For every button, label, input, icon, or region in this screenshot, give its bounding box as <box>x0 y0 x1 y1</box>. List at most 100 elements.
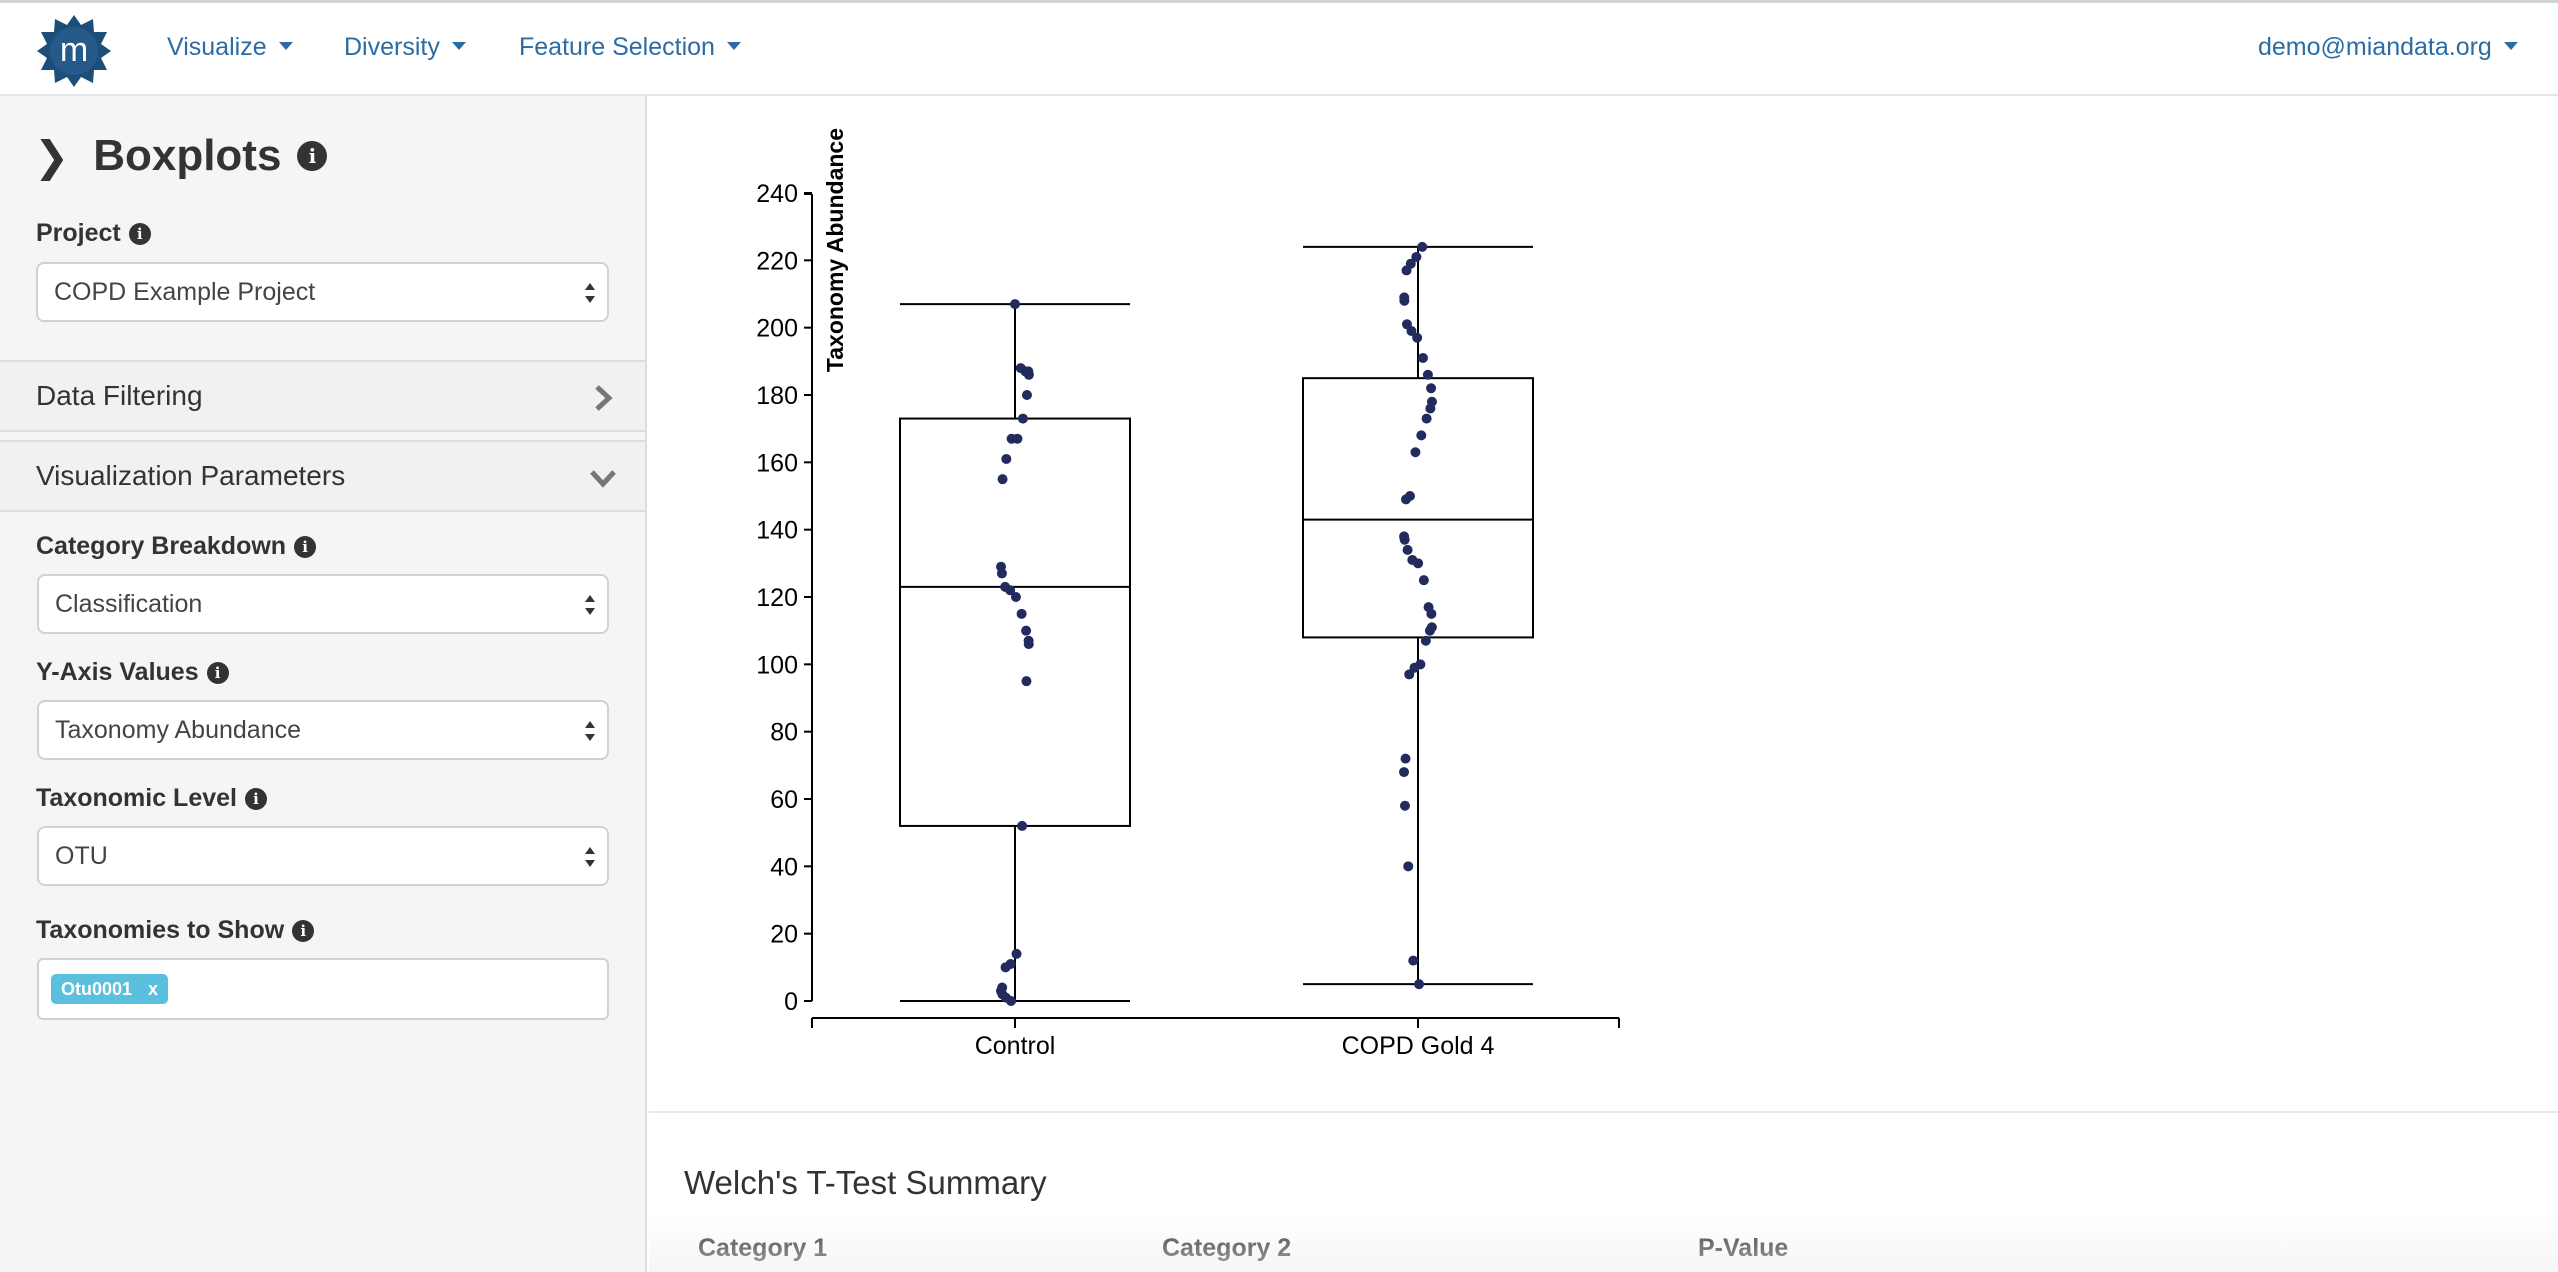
box <box>1302 377 1534 639</box>
data-point <box>1005 585 1016 596</box>
visualization-parameters-panel[interactable]: Visualization Parameters <box>0 440 645 512</box>
y-axis-values-select[interactable]: Taxonomy Abundance <box>37 700 609 760</box>
data-point <box>1410 447 1421 458</box>
y-tick-label: 20 <box>770 921 798 949</box>
box <box>899 417 1131 827</box>
data-point <box>1408 955 1419 966</box>
y-tick-label: 40 <box>770 853 798 881</box>
chevron-down-icon <box>590 470 616 488</box>
data-point <box>1417 241 1428 252</box>
info-icon[interactable]: i <box>128 223 151 246</box>
data-point <box>1426 383 1437 394</box>
nav-diversity[interactable]: Diversity <box>344 33 466 62</box>
data-point <box>1021 625 1032 636</box>
data-point <box>1414 979 1425 990</box>
data-point <box>1006 996 1017 1006</box>
y-tick-label: 240 <box>756 180 798 208</box>
taxonomic-level-select[interactable]: OTU <box>37 826 609 886</box>
info-icon[interactable]: i <box>292 920 315 943</box>
data-point <box>1010 299 1020 310</box>
data-filtering-panel[interactable]: Data Filtering <box>0 360 645 432</box>
svg-text:m: m <box>60 31 88 69</box>
select-arrows-icon <box>585 721 595 741</box>
boxplot-chart: 0 20 40 60 80 100 120 140 160 180 200 220 240 Taxonom… <box>756 128 1620 1060</box>
data-point <box>1023 639 1034 650</box>
nav-visualize[interactable]: Visualize <box>167 33 293 62</box>
data-point <box>1402 544 1413 555</box>
data-point <box>1418 575 1429 586</box>
data-point <box>1011 948 1022 959</box>
caret-down-icon <box>451 42 466 51</box>
caret-down-icon <box>278 42 293 51</box>
mian-logo[interactable]: m <box>36 13 112 89</box>
sidebar: ❯ Boxplots i Project i COPD Example Proje… <box>0 96 647 1272</box>
info-icon[interactable]: i <box>206 662 229 685</box>
y-tick-label: 200 <box>756 315 798 343</box>
data-point <box>1426 608 1437 619</box>
remove-tag-icon[interactable]: x <box>148 978 159 999</box>
y-axis-values-label: Y-Axis Values i <box>36 658 229 687</box>
data-point <box>1400 753 1411 764</box>
y-tick-label: 100 <box>756 651 798 679</box>
project-label: Project i <box>36 219 151 248</box>
x-tick-label: Control <box>975 1032 1056 1060</box>
data-point <box>1010 592 1021 602</box>
chevron-right-icon[interactable]: ❯ <box>34 132 70 180</box>
select-arrows-icon <box>585 283 595 303</box>
user-menu[interactable]: demo@miandata.org <box>2258 33 2518 62</box>
taxonomies-to-show-label: Taxonomies to Show i <box>36 916 315 945</box>
category-breakdown-label: Category Breakdown i <box>36 532 317 561</box>
y-axis-label: Taxonomy Abundance <box>822 128 848 372</box>
select-arrows-icon <box>585 847 595 867</box>
nav-feature-selection[interactable]: Feature Selection <box>519 33 741 62</box>
top-navbar: m Visualize Diversity Feature Selection … <box>0 0 2558 96</box>
main-content: 0 20 40 60 80 100 120 140 160 180 200 220 240 Taxonom… <box>649 96 2558 1272</box>
y-tick-label: 80 <box>770 719 798 747</box>
y-tick-label: 60 <box>770 786 798 814</box>
data-point <box>1409 662 1420 673</box>
chevron-right-icon <box>595 385 613 411</box>
ttest-header-category1: Category 1 <box>698 1234 828 1262</box>
taxonomies-to-show-input[interactable]: Otu0001 x <box>37 958 609 1020</box>
data-point <box>1406 326 1417 337</box>
x-tick-label: COPD Gold 4 <box>1342 1032 1495 1060</box>
data-point <box>1424 625 1435 636</box>
data-point <box>1412 332 1423 343</box>
y-tick-label: 140 <box>756 517 798 545</box>
info-icon[interactable]: i <box>297 141 328 171</box>
data-point <box>1403 861 1414 872</box>
data-point <box>997 474 1008 485</box>
info-icon[interactable]: i <box>245 788 267 811</box>
select-arrows-icon <box>585 595 595 615</box>
data-point <box>1411 251 1422 262</box>
y-tick-label: 220 <box>756 247 798 275</box>
data-point <box>1404 669 1415 680</box>
data-point <box>1425 403 1436 414</box>
data-point <box>1017 820 1028 831</box>
data-point <box>1413 558 1424 569</box>
page-title: Boxplots <box>93 131 282 180</box>
caret-down-icon <box>2503 42 2518 51</box>
section-divider <box>649 1111 2558 1113</box>
data-point <box>1016 608 1027 619</box>
data-point <box>1399 534 1410 545</box>
y-tick-label: 180 <box>756 382 798 410</box>
ttest-header-pvalue: P-Value <box>1698 1234 1789 1262</box>
info-icon[interactable]: i <box>294 536 317 559</box>
data-point <box>1400 494 1411 505</box>
data-point <box>1023 369 1034 380</box>
ttest-header-category2: Category 2 <box>1162 1234 1292 1262</box>
project-select[interactable]: COPD Example Project <box>36 262 609 322</box>
ttest-title: Welch's T-Test Summary <box>684 1164 1047 1201</box>
data-point <box>1001 453 1012 464</box>
category-breakdown-select[interactable]: Classification <box>37 574 609 634</box>
data-point <box>1417 352 1428 363</box>
taxonomy-tag: Otu0001 x <box>51 974 169 1004</box>
data-point <box>1021 390 1032 400</box>
data-point <box>1399 767 1410 778</box>
data-point <box>1421 413 1432 424</box>
y-tick-label: 120 <box>756 584 798 612</box>
data-point <box>1017 413 1028 424</box>
taxonomic-level-label: Taxonomic Level i <box>36 784 267 813</box>
y-tick-label: 160 <box>756 449 798 477</box>
